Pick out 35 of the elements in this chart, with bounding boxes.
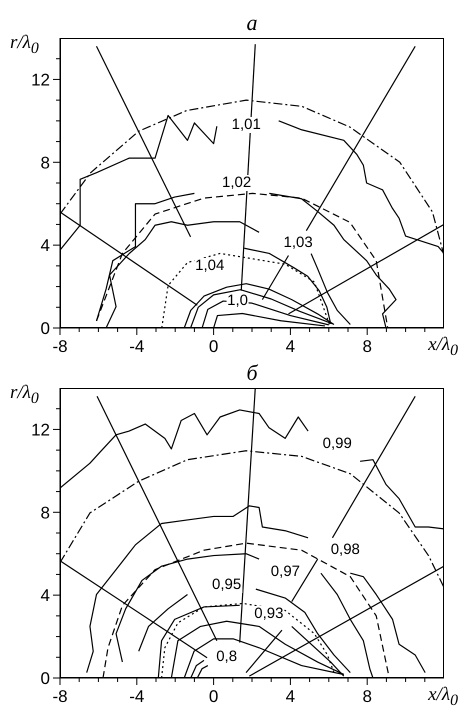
x-tick-label: 4	[286, 687, 296, 706]
annotation: 0,93	[253, 604, 284, 622]
annotation: 1,01	[230, 116, 262, 133]
x-tick-label: 4	[286, 337, 296, 356]
annotation: 0,8	[215, 648, 238, 665]
y-tick-label: 12	[31, 70, 50, 90]
x-tick-label: -4	[129, 687, 144, 706]
annotation: 0,97	[270, 562, 302, 580]
x-tick-label: -8	[52, 687, 68, 706]
x-axis-title: x/λ$_{0}$	[426, 334, 458, 360]
x-tick-label: 8	[362, 337, 372, 356]
y-tick-label: 12	[31, 420, 50, 440]
y-tick-label: 8	[40, 503, 50, 522]
annotation: 1,02	[221, 174, 252, 191]
annotation: 0,99	[322, 434, 353, 452]
chart-title: а	[246, 10, 258, 36]
annotation: 1,0	[226, 292, 250, 310]
y-tick-label: 8	[40, 153, 50, 172]
annotation: 1,03	[282, 234, 314, 252]
annotation: 0,95	[211, 576, 242, 594]
y-tick-label: 0	[40, 319, 50, 338]
y-tick-label: 4	[40, 236, 50, 256]
y-tick-label: 4	[40, 586, 50, 606]
annotation: 0,98	[330, 541, 361, 558]
x-tick-label: 8	[362, 687, 372, 706]
y-tick-label: 0	[40, 669, 50, 688]
y-axis-title: r/λ$_{0}$	[10, 32, 39, 58]
y-axis-title: r/λ$_{0}$	[10, 382, 39, 408]
annotation: 1,04	[194, 256, 226, 274]
x-axis-title: x/λ$_{0}$	[426, 684, 458, 710]
chart-title: б	[245, 360, 259, 386]
x-tick-label: 0	[208, 687, 218, 706]
x-tick-label: 0	[208, 337, 218, 356]
x-tick-label: -8	[52, 337, 68, 356]
x-tick-label: -4	[129, 337, 144, 356]
